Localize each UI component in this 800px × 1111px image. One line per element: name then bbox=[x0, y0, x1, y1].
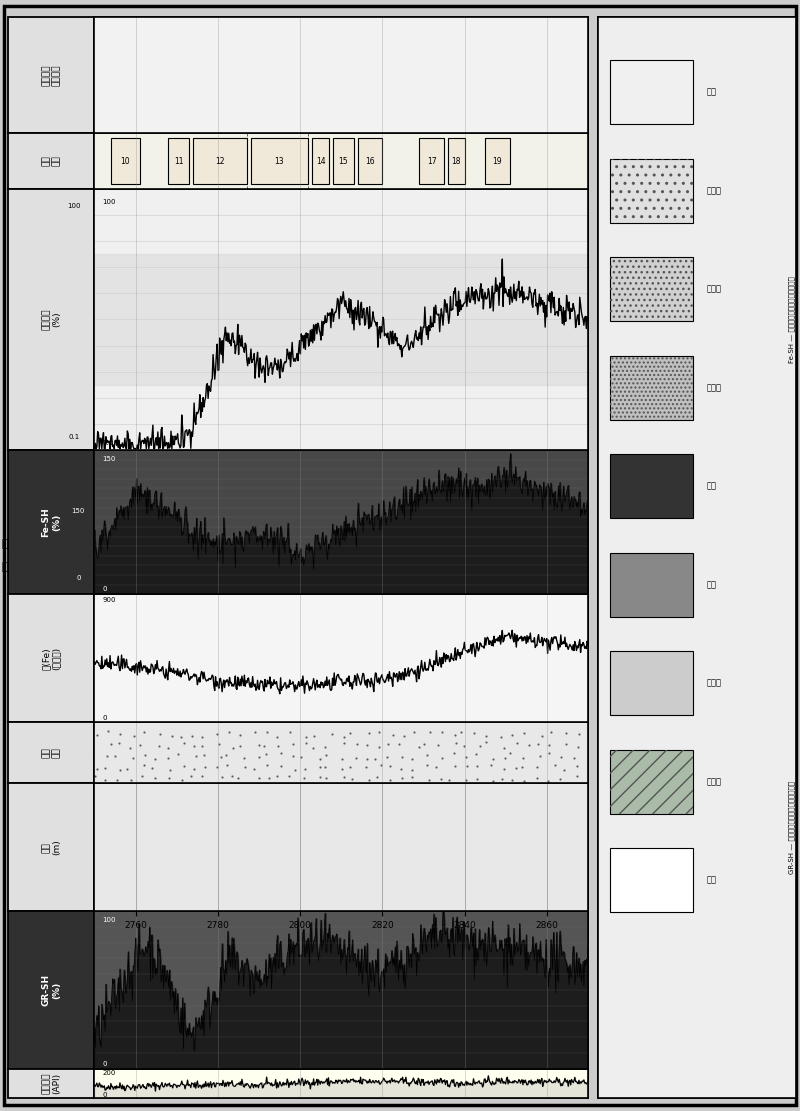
Text: 0: 0 bbox=[102, 1091, 107, 1098]
Text: 10: 10 bbox=[121, 157, 130, 166]
Text: 100: 100 bbox=[68, 202, 81, 209]
Text: GR-SH — 用自然伽马求取的泥质含量曲线: GR-SH — 用自然伽马求取的泥质含量曲线 bbox=[789, 781, 795, 874]
Bar bbox=[8, 722, 94, 783]
Bar bbox=[610, 454, 694, 519]
Text: 13: 13 bbox=[274, 157, 284, 166]
Text: 17: 17 bbox=[427, 157, 437, 166]
Bar bbox=[193, 138, 246, 184]
Bar bbox=[419, 138, 444, 184]
Text: 中砂岩: 中砂岩 bbox=[707, 284, 722, 293]
Text: 11: 11 bbox=[174, 157, 183, 166]
Text: 100: 100 bbox=[102, 199, 116, 206]
Text: 牲层: 牲层 bbox=[707, 482, 717, 491]
Text: 900: 900 bbox=[102, 598, 116, 603]
Bar bbox=[94, 1069, 588, 1098]
Bar bbox=[610, 258, 694, 321]
Text: Fe-SH — 用铁元素采取的泥质含量曲线: Fe-SH — 用铁元素采取的泥质含量曲线 bbox=[789, 276, 795, 362]
Text: 0: 0 bbox=[102, 715, 107, 721]
Bar bbox=[94, 133, 588, 189]
Bar bbox=[94, 189, 588, 450]
Bar bbox=[610, 159, 694, 223]
Bar bbox=[598, 17, 796, 1098]
Bar bbox=[8, 133, 94, 189]
Text: 16: 16 bbox=[365, 157, 375, 166]
Text: 含气层: 含气层 bbox=[707, 679, 722, 688]
Text: 150: 150 bbox=[72, 508, 85, 514]
Bar bbox=[94, 17, 588, 133]
Text: 细砂岩: 细砂岩 bbox=[707, 383, 722, 392]
Bar bbox=[610, 60, 694, 124]
Text: 0.1: 0.1 bbox=[102, 440, 114, 446]
Bar bbox=[610, 750, 694, 813]
Text: 深度
(m): 深度 (m) bbox=[42, 839, 61, 855]
Bar bbox=[94, 450, 588, 594]
Text: 12: 12 bbox=[215, 157, 225, 166]
Bar bbox=[8, 1069, 94, 1098]
Text: 盖气层: 盖气层 bbox=[707, 778, 722, 787]
Text: Fe-SH
(%): Fe-SH (%) bbox=[42, 508, 61, 537]
Bar bbox=[610, 750, 694, 813]
Bar bbox=[111, 138, 140, 184]
Bar bbox=[358, 138, 382, 184]
Bar bbox=[313, 138, 329, 184]
Text: 层

位: 层 位 bbox=[1, 539, 8, 572]
Bar bbox=[94, 911, 588, 1069]
Text: 0.1: 0.1 bbox=[69, 433, 80, 440]
Bar bbox=[8, 17, 94, 133]
Text: 0: 0 bbox=[76, 574, 81, 581]
Text: 干层: 干层 bbox=[707, 580, 717, 589]
Text: 粗砂岩: 粗砂岩 bbox=[707, 187, 722, 196]
Text: 自然伽马
(API): 自然伽马 (API) bbox=[42, 1072, 61, 1094]
Text: 气测全烃
(%): 气测全烃 (%) bbox=[42, 309, 61, 330]
Bar bbox=[8, 450, 94, 594]
Bar bbox=[610, 159, 694, 223]
Text: 0: 0 bbox=[102, 587, 107, 592]
Bar bbox=[610, 356, 694, 420]
Text: 铁(Fe)
(脉冲数): 铁(Fe) (脉冲数) bbox=[42, 647, 61, 670]
Text: 0: 0 bbox=[102, 1061, 107, 1067]
Text: GR-SH
(%): GR-SH (%) bbox=[42, 974, 61, 1005]
Bar bbox=[485, 138, 510, 184]
Text: 150: 150 bbox=[102, 456, 116, 462]
Text: 射线孔隙
测试结果: 射线孔隙 测试结果 bbox=[42, 64, 61, 86]
Text: 200: 200 bbox=[102, 1070, 116, 1075]
Bar bbox=[94, 254, 588, 384]
Text: 气层: 气层 bbox=[707, 875, 717, 884]
Bar bbox=[610, 553, 694, 617]
Bar bbox=[610, 849, 694, 912]
Bar bbox=[8, 594, 94, 722]
Bar bbox=[94, 722, 588, 783]
Text: 14: 14 bbox=[316, 157, 326, 166]
Bar bbox=[8, 189, 94, 450]
Bar bbox=[250, 138, 308, 184]
Bar bbox=[333, 138, 354, 184]
Text: 15: 15 bbox=[338, 157, 348, 166]
Bar bbox=[610, 356, 694, 420]
Bar bbox=[169, 138, 189, 184]
Bar bbox=[610, 258, 694, 321]
Bar bbox=[448, 138, 465, 184]
Text: 岩性
剖面: 岩性 剖面 bbox=[42, 748, 61, 758]
Text: 泥岩: 泥岩 bbox=[707, 88, 717, 97]
Text: 综合
解释: 综合 解释 bbox=[42, 156, 61, 167]
Text: 19: 19 bbox=[493, 157, 502, 166]
Bar bbox=[94, 594, 588, 722]
Bar bbox=[8, 783, 94, 911]
Bar bbox=[610, 651, 694, 715]
Bar bbox=[94, 783, 588, 911]
Text: 18: 18 bbox=[452, 157, 461, 166]
Text: 100: 100 bbox=[102, 918, 116, 923]
Bar bbox=[8, 911, 94, 1069]
